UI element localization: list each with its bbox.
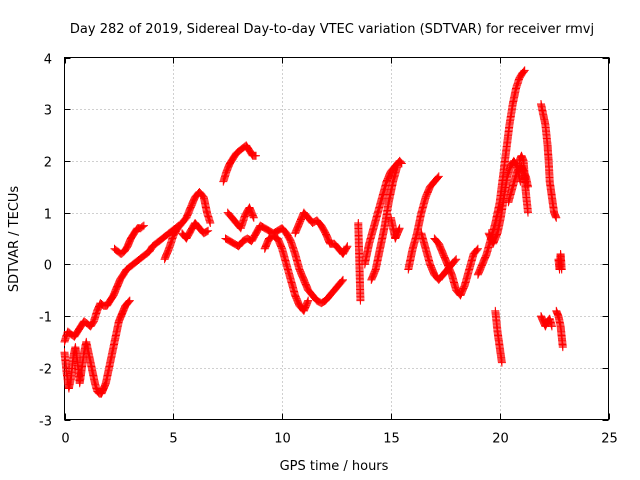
data-point xyxy=(557,265,566,274)
data-point xyxy=(520,67,528,76)
data-points xyxy=(60,66,567,398)
x-axis-label: GPS time / hours xyxy=(280,459,389,474)
y-tick-label: 1 xyxy=(44,208,52,223)
data-point xyxy=(264,226,272,235)
x-tick-label: 25 xyxy=(601,432,618,447)
data-point xyxy=(524,208,532,217)
data-point xyxy=(181,214,190,223)
data-point xyxy=(252,151,260,160)
data-point xyxy=(519,68,528,77)
data-point xyxy=(108,293,117,302)
data-point xyxy=(342,243,351,252)
grid-lines xyxy=(64,57,609,420)
data-point xyxy=(139,221,148,230)
x-tick-label: 5 xyxy=(169,432,177,447)
data-point xyxy=(125,297,134,306)
data-point xyxy=(198,191,206,200)
data-point xyxy=(122,244,131,253)
y-axis-label: SDTVAR / TECUs xyxy=(7,186,22,293)
data-point xyxy=(138,222,147,231)
data-point xyxy=(338,276,347,285)
data-point xyxy=(450,257,459,266)
data-point xyxy=(397,158,406,167)
data-point xyxy=(473,245,482,254)
chart-title: Day 282 of 2019, Sidereal Day-to-day VTE… xyxy=(70,22,594,37)
data-point xyxy=(497,358,506,367)
data-point xyxy=(200,228,209,237)
data-point xyxy=(452,255,461,264)
data-point xyxy=(242,142,251,151)
y-tick-label: 0 xyxy=(44,259,52,274)
data-point xyxy=(339,275,347,284)
data-point xyxy=(343,242,352,251)
data-point xyxy=(204,226,213,235)
x-tick-label: 20 xyxy=(492,432,509,447)
data-point xyxy=(206,219,215,227)
y-tick-label: 2 xyxy=(44,156,52,171)
data-point xyxy=(356,296,365,305)
data-point xyxy=(228,238,237,247)
data-point xyxy=(520,66,529,75)
data-point xyxy=(281,228,290,237)
data-point xyxy=(396,157,405,166)
data-point xyxy=(515,73,524,82)
data-point xyxy=(88,319,97,328)
data-point xyxy=(262,225,271,234)
y-tick-label: -3 xyxy=(39,415,52,430)
x-tick-label: 10 xyxy=(274,432,291,447)
data-point xyxy=(473,244,482,253)
data-point xyxy=(203,227,211,236)
data-point xyxy=(434,172,443,181)
y-tick-label: -1 xyxy=(39,311,52,326)
x-axis-ticks: 0 5 10 15 20 25 xyxy=(61,57,618,447)
data-point xyxy=(199,229,208,238)
data-point xyxy=(124,298,133,307)
data-point xyxy=(74,326,83,335)
data-point xyxy=(317,299,326,308)
data-point xyxy=(318,298,327,307)
y-tick-label: 4 xyxy=(44,53,52,68)
data-point xyxy=(433,173,442,182)
data-point xyxy=(125,296,134,305)
data-point xyxy=(108,292,117,301)
data-point xyxy=(433,174,441,183)
y-tick-label: -2 xyxy=(39,363,52,378)
data-point xyxy=(547,322,556,331)
data-point xyxy=(451,256,460,265)
data-point xyxy=(558,343,567,352)
data-point xyxy=(395,224,404,233)
data-point xyxy=(397,159,406,168)
data-point xyxy=(227,237,235,246)
data-point xyxy=(552,213,561,222)
data-point xyxy=(249,213,258,222)
data-point xyxy=(337,277,346,286)
y-tick-label: 3 xyxy=(44,104,52,119)
x-tick-label: 15 xyxy=(383,432,400,447)
y-axis-ticks: -3 -2 -1 0 1 2 3 4 xyxy=(39,53,609,430)
data-point xyxy=(393,162,402,171)
data-point xyxy=(304,296,313,305)
plot-frame xyxy=(64,57,609,420)
x-tick-label: 0 xyxy=(61,432,69,447)
data-point xyxy=(472,246,481,255)
